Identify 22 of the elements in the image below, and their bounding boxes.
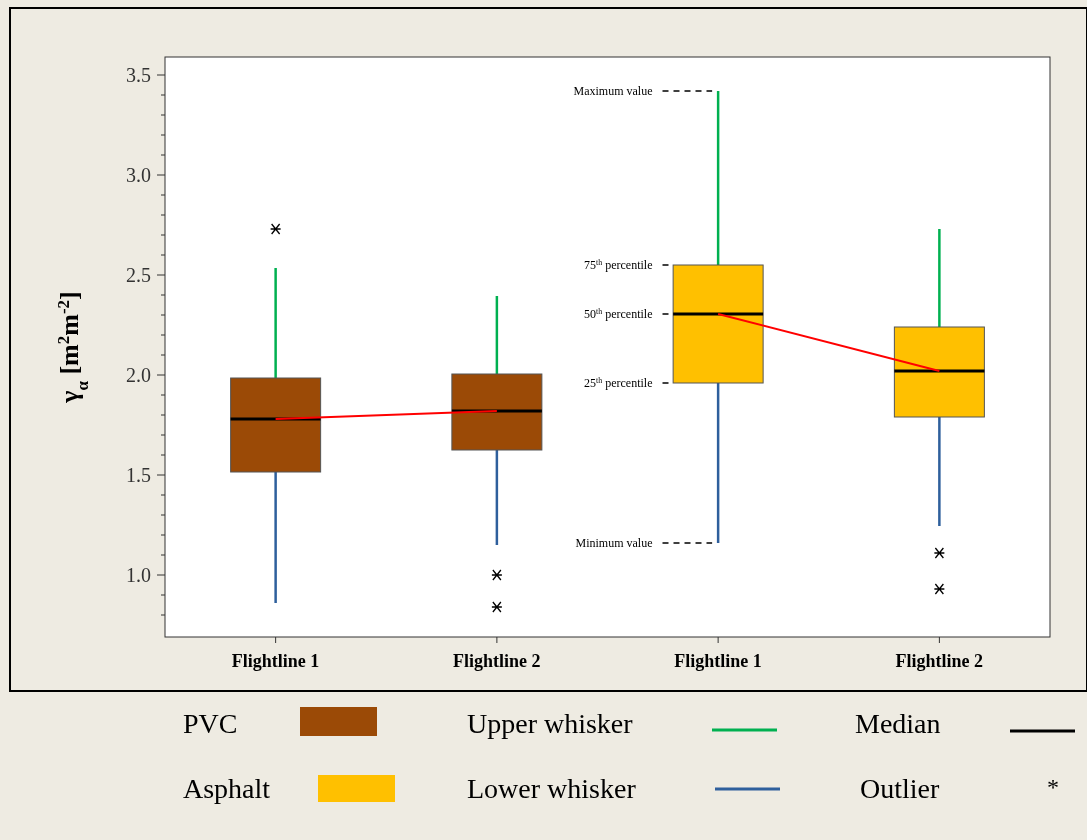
x-tick-label: Flightline 1: [231, 651, 320, 671]
text: Upper whisker: [467, 708, 634, 739]
annotation: 50$^{th}$ percentile: [584, 306, 653, 322]
x-tick-label: Flightline 2: [453, 651, 541, 671]
legend-label: PVC: [183, 708, 238, 739]
y-tick-label: 2.5: [126, 264, 151, 286]
y-tick-label: 3.5: [126, 64, 151, 86]
text: Lower whisker: [467, 773, 637, 804]
y-tick-label: 1.5: [126, 464, 151, 486]
annotation: 75$^{th}$ percentile: [584, 257, 653, 273]
y-tick-label: 2.0: [126, 364, 151, 386]
annotation: 25$^{th}$ percentile: [584, 375, 653, 391]
text: Median: [855, 708, 941, 739]
text: Outlier: [860, 773, 940, 804]
legend-label: Asphalt: [183, 773, 271, 804]
annotation: Minimum value: [575, 536, 653, 551]
text: *: [1047, 774, 1059, 800]
x-tick-label: Flightline 1: [674, 651, 762, 671]
x-tick-label: Flightline 2: [895, 651, 984, 671]
y-tick-label: 1.0: [126, 564, 151, 586]
annotation: Maximum value: [573, 84, 653, 99]
y-tick-label: 3.0: [126, 164, 151, 186]
